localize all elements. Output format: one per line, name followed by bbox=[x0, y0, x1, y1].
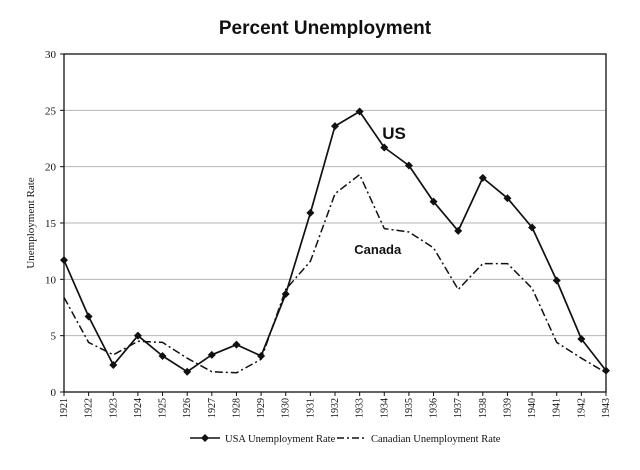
y-tick-label: 5 bbox=[51, 331, 57, 343]
legend-canada-label: Canadian Unemployment Rate bbox=[371, 434, 501, 445]
data-point-usa-1940 bbox=[528, 223, 537, 232]
x-tick-label: 1940 bbox=[527, 398, 538, 418]
data-point-usa-1941 bbox=[552, 276, 561, 285]
data-point-usa-1932 bbox=[331, 122, 339, 131]
data-point-usa-1926 bbox=[183, 367, 192, 376]
y-axis-ticks: 0 5 10 15 20 25 30 bbox=[45, 49, 64, 399]
x-tick-label: 1943 bbox=[601, 398, 612, 418]
data-point-usa-1927 bbox=[207, 350, 216, 359]
x-tick-label: 1941 bbox=[552, 398, 563, 418]
data-point-usa-1928 bbox=[232, 340, 241, 349]
x-tick-label: 1921 bbox=[59, 398, 70, 418]
data-point-usa-1937 bbox=[454, 226, 463, 235]
grid-lines bbox=[64, 109, 606, 337]
series-line-usa bbox=[63, 110, 607, 373]
x-tick-label: 1924 bbox=[133, 398, 144, 418]
x-tick-label: 1935 bbox=[404, 398, 415, 418]
data-point-usa-1924 bbox=[133, 331, 142, 340]
x-tick-label: 1932 bbox=[330, 398, 341, 418]
x-tick-label: 1939 bbox=[502, 398, 513, 418]
data-point-usa-1936 bbox=[429, 197, 438, 206]
data-point-usa-1931 bbox=[306, 208, 315, 217]
x-tick-label: 1942 bbox=[576, 398, 587, 418]
data-point-usa-1935 bbox=[404, 161, 413, 170]
data-point-usa-1925 bbox=[158, 351, 167, 360]
data-point-usa-1939 bbox=[503, 194, 512, 203]
series-line-canada bbox=[63, 173, 607, 374]
y-tick-label: 10 bbox=[45, 274, 57, 286]
chart-title: Percent Unemployment bbox=[219, 18, 432, 39]
y-tick-label: 15 bbox=[45, 218, 57, 230]
legend-usa-diamond-marker bbox=[201, 434, 209, 442]
x-tick-label: 1928 bbox=[231, 398, 242, 418]
x-tick-label: 1938 bbox=[478, 398, 489, 418]
x-tick-label: 1927 bbox=[207, 398, 218, 418]
x-tick-label: 1934 bbox=[379, 398, 390, 418]
x-tick-label: 1929 bbox=[256, 398, 267, 418]
y-axis-label: Unemployment Rate bbox=[25, 177, 37, 268]
y-tick-label: 20 bbox=[45, 162, 57, 174]
y-tick-label: 30 bbox=[45, 49, 57, 61]
x-tick-label: 1933 bbox=[355, 398, 366, 418]
x-tick-label: 1922 bbox=[84, 398, 95, 418]
x-tick-label: 1926 bbox=[182, 398, 193, 418]
data-point-usa-1921 bbox=[60, 256, 68, 265]
data-point-usa-1933 bbox=[355, 107, 364, 116]
x-tick-label: 1937 bbox=[453, 398, 464, 418]
data-point-usa-1938 bbox=[478, 173, 487, 182]
data-point-usa-1942 bbox=[577, 335, 586, 344]
annotation-us: US bbox=[382, 124, 406, 143]
x-axis-ticks: 1921 1922 1923 1924 1925 1926 1927 1928 1929 1930… bbox=[59, 392, 612, 418]
y-tick-label: 25 bbox=[45, 105, 57, 117]
data-point-usa-1934 bbox=[380, 143, 389, 152]
series-lines bbox=[60, 107, 610, 376]
data-point-usa-1923 bbox=[109, 360, 118, 369]
y-tick-label: 0 bbox=[51, 387, 57, 399]
x-tick-label: 1923 bbox=[108, 398, 119, 418]
x-tick-label: 1925 bbox=[158, 398, 169, 418]
legend-usa-label: USA Unemployment Rate bbox=[225, 434, 336, 445]
data-point-usa-1922 bbox=[84, 312, 93, 321]
annotation-canada: Canada bbox=[354, 242, 402, 257]
chart-legend: USA Unemployment Rate Canadian Unemploym… bbox=[190, 434, 501, 445]
data-point-usa-1943 bbox=[602, 366, 610, 375]
x-tick-label: 1931 bbox=[305, 398, 316, 418]
x-tick-label: 1930 bbox=[281, 398, 292, 418]
x-tick-label: 1936 bbox=[429, 398, 440, 418]
